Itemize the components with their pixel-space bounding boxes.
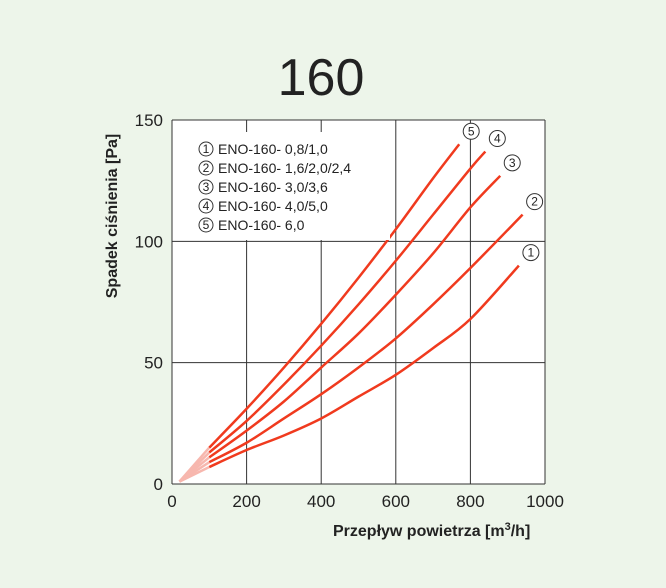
y-axis-label: Spadek ciśnienia [Pa] bbox=[104, 134, 121, 299]
series-5-end-marker-label: 5 bbox=[468, 124, 475, 138]
legend-item-1-number: 1 bbox=[203, 142, 210, 156]
legend-item-4-number: 4 bbox=[203, 199, 210, 213]
x-tick-label: 400 bbox=[307, 492, 335, 511]
x-tick-labels: 0 200 400 600 800 1000 bbox=[167, 492, 564, 511]
series-1-end-marker bbox=[522, 244, 540, 262]
series-4-end-marker-label: 4 bbox=[494, 132, 501, 146]
x-tick-label: 600 bbox=[382, 492, 410, 511]
x-axis-label-superscript: 3 bbox=[505, 521, 511, 533]
series-markers: 1 2 34 5 bbox=[462, 122, 544, 262]
legend-item-2-circle bbox=[198, 160, 214, 176]
x-tick-label: 0 bbox=[167, 492, 176, 511]
series-4-end-marker bbox=[488, 130, 506, 148]
legend-item-3-label: ENO-160- 3,0/3,6 bbox=[218, 179, 328, 195]
y-tick-labels: 0 50 100 150 bbox=[135, 111, 163, 494]
series-2-end-marker-label: 2 bbox=[531, 195, 538, 209]
legend-item-4-circle bbox=[198, 198, 214, 214]
x-axis-label-end: /h] bbox=[511, 523, 531, 540]
legend-item-3-number: 3 bbox=[203, 180, 210, 194]
y-tick-label: 0 bbox=[154, 475, 163, 494]
y-tick-label: 100 bbox=[135, 232, 163, 251]
series-5-line bbox=[208, 143, 461, 449]
x-tick-label: 800 bbox=[456, 492, 484, 511]
series-1-end-marker-label: 1 bbox=[528, 246, 535, 260]
x-axis-label: Przepływ powietrza [m3/h] bbox=[333, 521, 530, 540]
legend-item-5-circle bbox=[198, 217, 214, 233]
series-lines bbox=[178, 143, 524, 483]
series-5-faded-segment bbox=[178, 446, 211, 483]
series-3-line bbox=[208, 174, 502, 459]
series-2-line bbox=[208, 213, 524, 464]
series-4-line bbox=[208, 150, 487, 454]
legend: 1 ENO-160- 0,8/1,02 ENO-160- 1,6/2,0/2,43 E… bbox=[193, 132, 390, 240]
legend-item-4-label: ENO-160- 4,0/5,0 bbox=[218, 198, 328, 214]
legend-item-2-number: 2 bbox=[203, 161, 210, 175]
y-tick-label: 150 bbox=[135, 111, 163, 130]
series-3-end-marker bbox=[503, 154, 521, 172]
legend-item-1-label: ENO-160- 0,8/1,0 bbox=[218, 141, 328, 157]
legend-box bbox=[193, 132, 390, 240]
legend-item-1-circle bbox=[198, 141, 214, 157]
x-tick-label: 200 bbox=[232, 492, 260, 511]
series-2-end-marker bbox=[526, 193, 544, 211]
series-5-end-marker bbox=[462, 122, 480, 140]
x-tick-label: 1000 bbox=[526, 492, 564, 511]
legend-item-2-label: ENO-160- 1,6/2,0/2,4 bbox=[218, 160, 351, 176]
series-1-line bbox=[208, 264, 520, 469]
chart-title: 160 bbox=[278, 49, 365, 107]
series-3-end-marker-label: 3 bbox=[509, 156, 516, 170]
y-tick-label: 50 bbox=[144, 354, 163, 373]
legend-item-3-circle bbox=[198, 179, 214, 195]
legend-item-5-number: 5 bbox=[203, 218, 210, 232]
legend-item-5-label: ENO-160- 6,0 bbox=[218, 217, 305, 233]
